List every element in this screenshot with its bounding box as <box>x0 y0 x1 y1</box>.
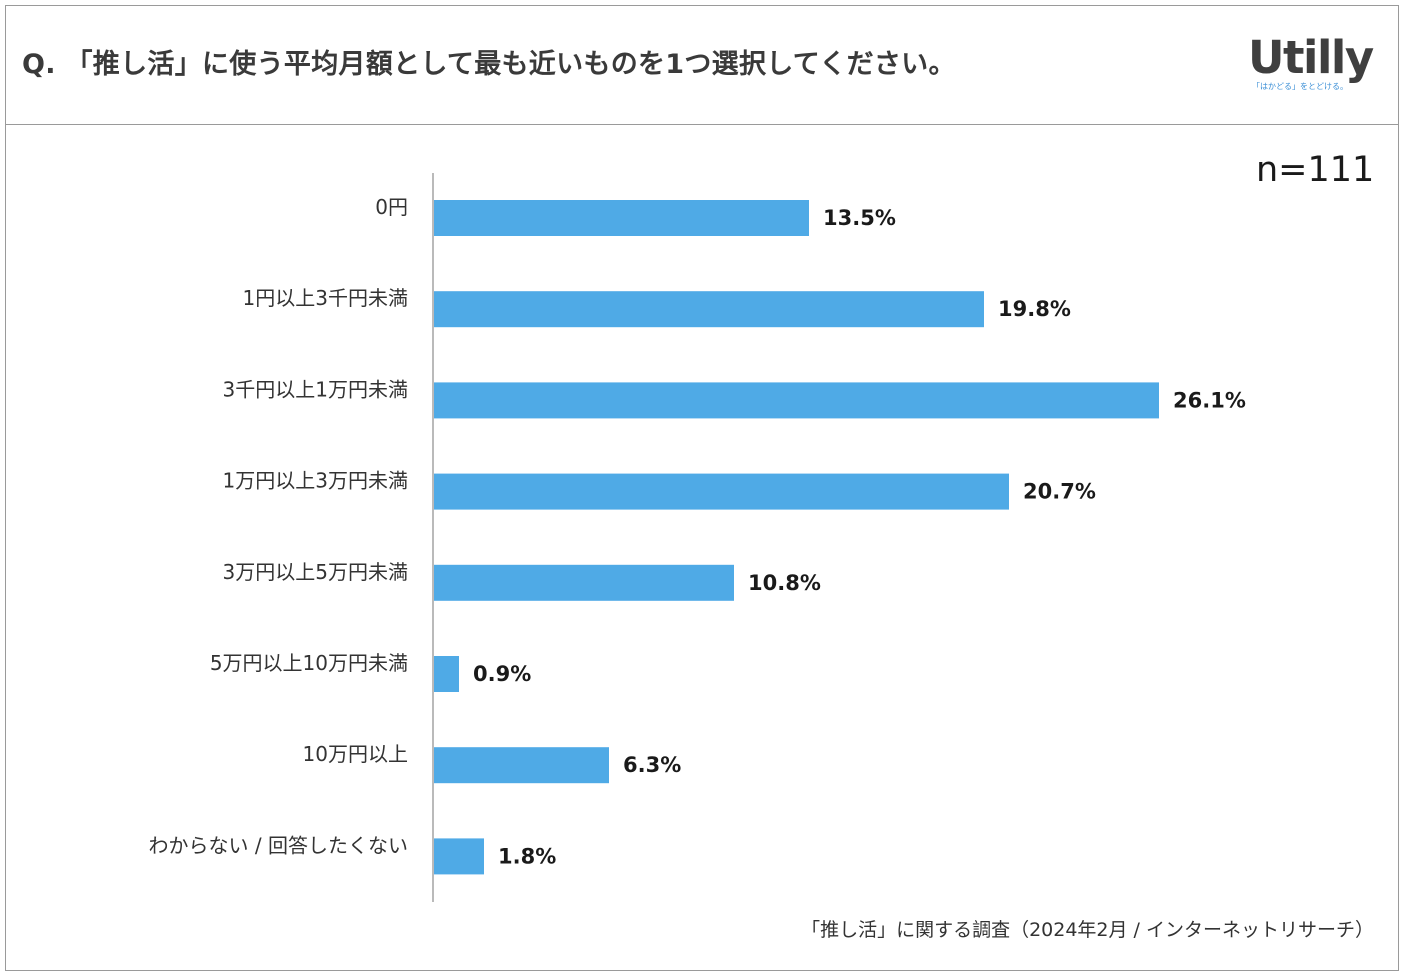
utilly-logo: Utilly 「はかどる」をとどける。 <box>1248 34 1374 96</box>
bar-0 <box>434 200 809 236</box>
header: Q. 「推し活」に使う平均月額として最も近いものを1つ選択してください。 <box>6 6 1398 125</box>
bar-4 <box>434 564 734 601</box>
logo-wordmark: Utilly <box>1248 31 1374 84</box>
category-label-0: 0円 <box>375 195 408 219</box>
question-title: Q. 「推し活」に使う平均月額として最も近いものを1つ選択してください。 <box>22 49 956 80</box>
category-label-1: 1円以上3千円未満 <box>243 286 408 310</box>
value-label-5: 0.9% <box>473 662 531 686</box>
value-label-7: 1.8% <box>498 844 556 868</box>
bar-2 <box>434 382 1159 419</box>
sample-size-label: n=111 <box>1256 150 1375 190</box>
value-label-6: 6.3% <box>623 753 681 777</box>
category-label-4: 3万円以上5万円未満 <box>223 560 408 584</box>
category-label-5: 5万円以上10万円未満 <box>210 651 408 675</box>
bar-3 <box>434 473 1009 510</box>
value-label-1: 19.8% <box>998 297 1071 321</box>
category-label-2: 3千円以上1万円未満 <box>223 377 408 401</box>
value-label-4: 10.8% <box>748 571 821 595</box>
bar-5 <box>434 656 459 692</box>
bar-1 <box>434 291 984 328</box>
value-label-2: 26.1% <box>1173 388 1246 412</box>
category-label-7: わからない / 回答したくない <box>149 833 408 857</box>
source-note: 「推し活」に関する調査（2024年2月 / インターネットリサーチ） <box>801 919 1374 941</box>
logo-tagline: 「はかどる」をとどける。 <box>1252 82 1348 91</box>
value-label-0: 13.5% <box>823 206 896 230</box>
category-label-3: 1万円以上3万円未満 <box>223 469 408 493</box>
category-label-6: 10万円以上 <box>303 742 408 766</box>
bar-6 <box>434 747 609 784</box>
value-label-3: 20.7% <box>1023 480 1096 504</box>
bar-7 <box>434 838 484 875</box>
chart-frame: Q. 「推し活」に使う平均月額として最も近いものを1つ選択してください。 <box>5 5 1399 971</box>
